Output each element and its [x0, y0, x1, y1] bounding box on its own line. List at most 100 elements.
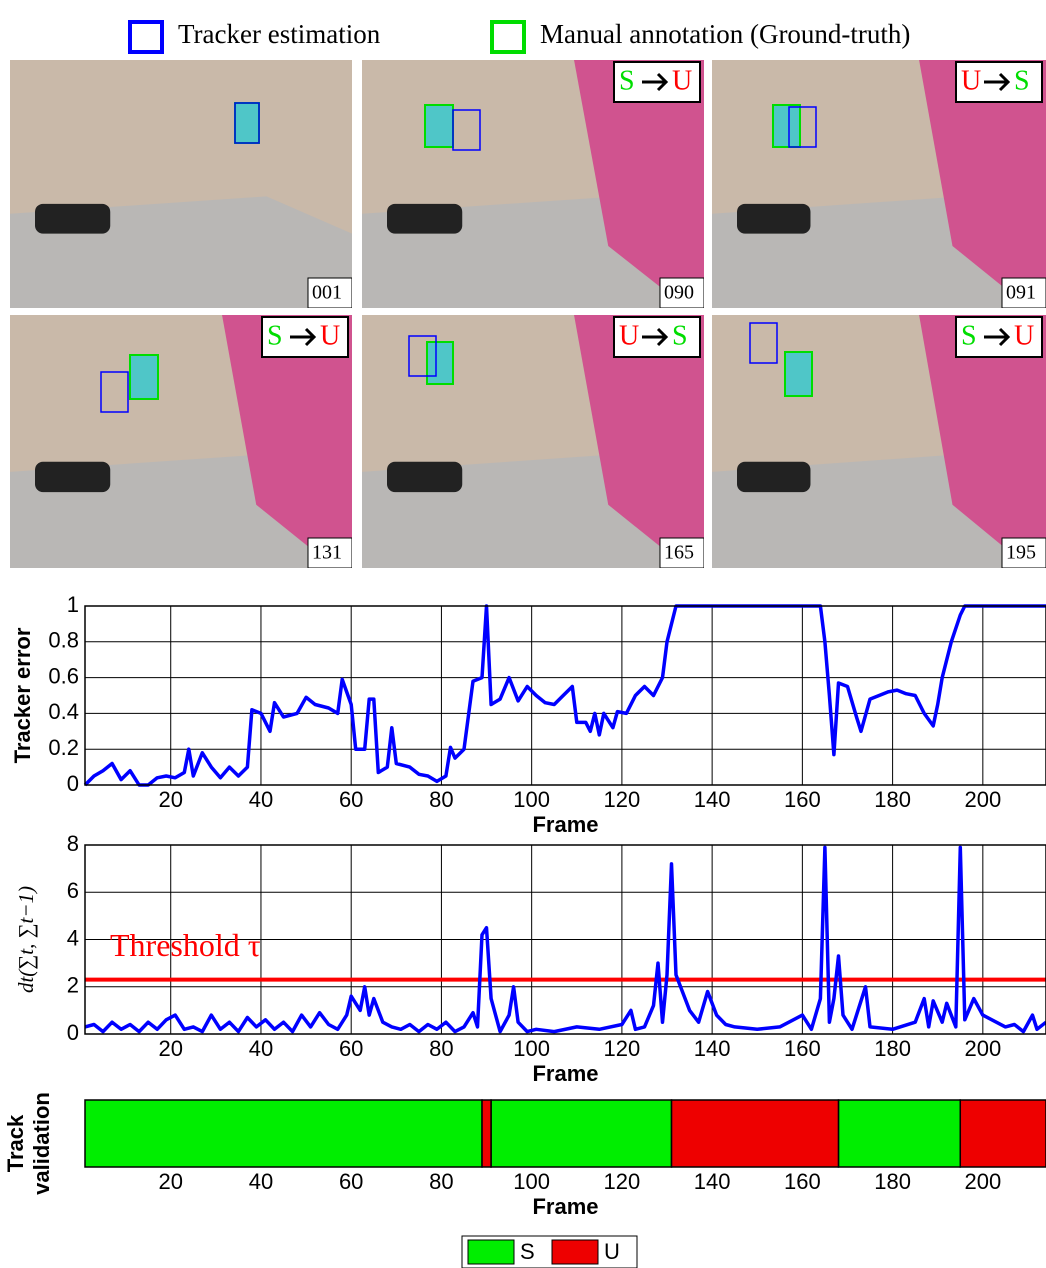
x-tick-label: 160: [784, 1036, 821, 1061]
frame-number: 195: [1006, 542, 1036, 564]
x-tick-label: 60: [339, 1036, 363, 1061]
image-panel: 091 U S: [712, 60, 1046, 308]
frame-number: 091: [1006, 282, 1036, 304]
data-line: [85, 606, 1046, 785]
state-segment: [838, 1100, 960, 1167]
x-tick-label: 180: [874, 1036, 911, 1061]
legend-swatch: [492, 22, 524, 52]
image-panel: 090 S U: [362, 60, 704, 308]
transition-to: U: [320, 320, 340, 351]
object: [235, 103, 259, 143]
threshold-label: Threshold τ: [110, 927, 261, 963]
frame-number: 090: [664, 282, 694, 304]
x-tick-label: 40: [249, 1036, 273, 1061]
x-tick-label: 180: [874, 1169, 911, 1194]
x-tick-label: 100: [513, 1036, 550, 1061]
transition-to: S: [1014, 65, 1030, 96]
state-segment: [482, 1100, 491, 1167]
x-tick-label: 140: [694, 787, 731, 812]
state-segment: [672, 1100, 839, 1167]
transition-from: S: [267, 320, 283, 351]
y-axis-label: Tracker error: [10, 627, 35, 763]
transition-to: S: [672, 320, 688, 351]
y-tick-label: 0.4: [48, 699, 79, 724]
chair: [737, 204, 810, 234]
x-tick-label: 100: [513, 1169, 550, 1194]
image-panel: 195 S U: [712, 315, 1046, 568]
legend-label: Tracker estimation: [178, 19, 381, 49]
y-tick-label: 1: [67, 592, 79, 617]
y-tick-label: 4: [67, 925, 79, 950]
y-axis-label-line: Track: [3, 1114, 28, 1172]
x-tick-label: 200: [964, 787, 1001, 812]
x-tick-label: 80: [429, 1036, 453, 1061]
x-axis-label: Frame: [532, 1194, 598, 1219]
state-segment: [491, 1100, 671, 1167]
x-tick-label: 80: [429, 1169, 453, 1194]
state-segment: [960, 1100, 1046, 1167]
chair: [35, 204, 110, 234]
y-tick-label: 0: [67, 771, 79, 796]
transition-to: U: [672, 65, 692, 96]
x-axis-label: Frame: [532, 1061, 598, 1086]
x-tick-label: 20: [158, 1036, 182, 1061]
chair: [387, 204, 462, 234]
object: [130, 355, 158, 399]
object: [425, 105, 453, 147]
object: [773, 105, 800, 147]
image-panel: 131 S U: [10, 315, 352, 568]
x-tick-label: 80: [429, 787, 453, 812]
transition-from: U: [619, 320, 639, 351]
legend-swatch: [130, 22, 162, 52]
frame-number: 131: [312, 542, 342, 564]
x-tick-label: 40: [249, 787, 273, 812]
x-tick-label: 40: [249, 1169, 273, 1194]
chair: [387, 462, 462, 492]
x-tick-label: 140: [694, 1169, 731, 1194]
y-axis-label-line: validation: [29, 1092, 54, 1195]
x-tick-label: 120: [604, 787, 641, 812]
x-tick-label: 120: [604, 1036, 641, 1061]
transition-from: S: [961, 320, 977, 351]
state-segment: [85, 1100, 482, 1167]
legend-label: Manual annotation (Ground-truth): [540, 19, 910, 49]
image-panel: 001: [10, 60, 352, 308]
x-tick-label: 180: [874, 787, 911, 812]
x-tick-label: 60: [339, 787, 363, 812]
x-tick-label: 160: [784, 787, 821, 812]
x-tick-label: 120: [604, 1169, 641, 1194]
transition-from: S: [619, 65, 635, 96]
x-tick-label: 140: [694, 1036, 731, 1061]
y-tick-label: 0.6: [48, 663, 79, 688]
legend-label: S: [520, 1239, 535, 1264]
x-tick-label: 160: [784, 1169, 821, 1194]
y-tick-label: 2: [67, 973, 79, 998]
y-tick-label: 6: [67, 878, 79, 903]
x-tick-label: 20: [158, 787, 182, 812]
figure: Tracker estimation Manual annotation (Gro…: [0, 0, 1046, 1268]
y-tick-label: 0.2: [48, 735, 79, 760]
y-tick-label: 0: [67, 1020, 79, 1045]
x-tick-label: 200: [964, 1036, 1001, 1061]
x-tick-label: 100: [513, 787, 550, 812]
legend-swatch: [468, 1240, 514, 1264]
object: [785, 352, 812, 396]
y-axis-label: dt(∑t, ∑t−1): [14, 886, 38, 993]
image-panel: 165 U S: [362, 315, 704, 568]
frame-number: 165: [664, 542, 694, 564]
x-axis-label: Frame: [532, 812, 598, 837]
chair: [737, 462, 810, 492]
transition-to: U: [1014, 320, 1034, 351]
object: [427, 342, 453, 384]
y-tick-label: 0.8: [48, 628, 79, 653]
y-axis-label: Trackvalidation: [3, 1092, 54, 1195]
chair: [35, 462, 110, 492]
x-tick-label: 200: [964, 1169, 1001, 1194]
transition-from: U: [961, 65, 981, 96]
x-tick-label: 60: [339, 1169, 363, 1194]
frame-number: 001: [312, 282, 342, 304]
legend-swatch: [552, 1240, 598, 1264]
y-tick-label: 8: [67, 831, 79, 856]
legend-label: U: [604, 1239, 620, 1264]
x-tick-label: 20: [158, 1169, 182, 1194]
